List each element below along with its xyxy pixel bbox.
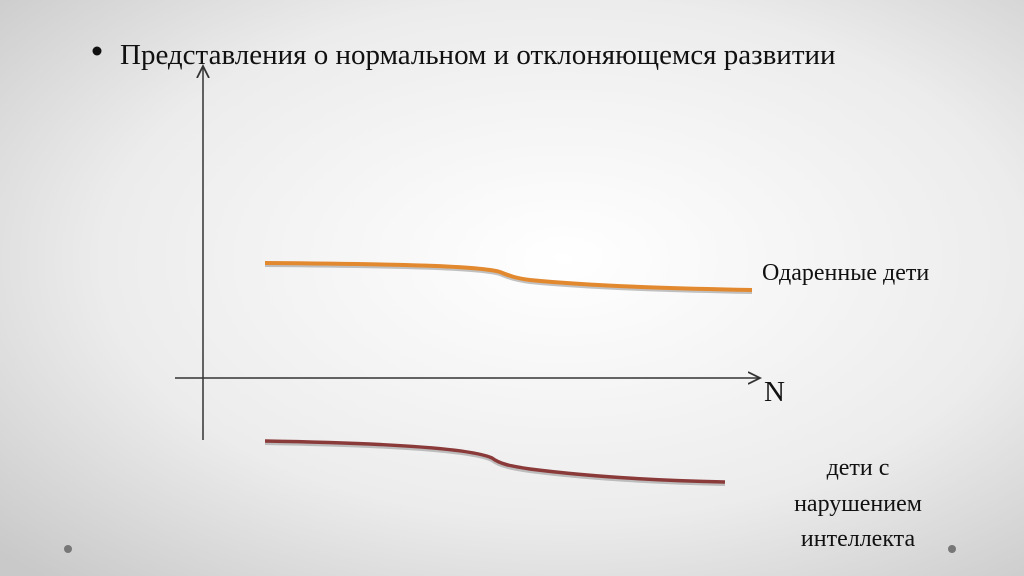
impaired-curve xyxy=(264,439,726,484)
slide-title: Представления о нормальном и отклоняющем… xyxy=(120,39,836,71)
gifted-curve xyxy=(264,261,753,292)
impaired-label: интеллекта xyxy=(801,526,916,552)
decor-dot xyxy=(64,545,72,553)
impaired-label: нарушением xyxy=(794,491,922,517)
curve-shadow xyxy=(264,441,726,486)
impaired-label: дети с xyxy=(827,455,890,481)
bullet xyxy=(92,46,102,56)
gifted-label: Одаренные дети xyxy=(762,260,929,286)
norm-label: N xyxy=(764,376,785,408)
decor-dot xyxy=(948,545,956,553)
